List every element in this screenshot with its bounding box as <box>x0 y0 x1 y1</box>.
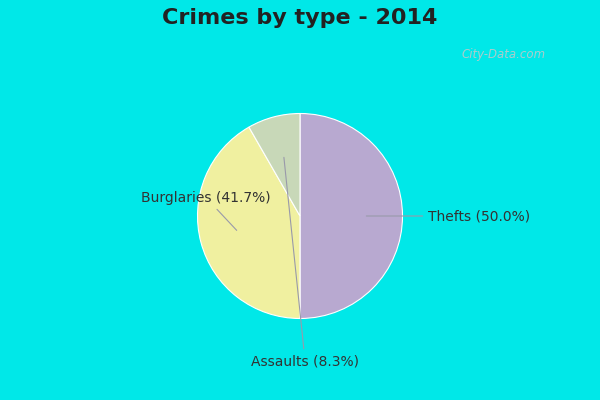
Text: Thefts (50.0%): Thefts (50.0%) <box>367 209 530 223</box>
Text: Assaults (8.3%): Assaults (8.3%) <box>251 157 359 368</box>
Text: City-Data.com: City-Data.com <box>462 48 546 61</box>
Text: Crimes by type - 2014: Crimes by type - 2014 <box>163 8 437 28</box>
Wedge shape <box>249 114 300 216</box>
Wedge shape <box>300 114 403 318</box>
Wedge shape <box>197 127 300 318</box>
Text: Burglaries (41.7%): Burglaries (41.7%) <box>141 190 271 230</box>
